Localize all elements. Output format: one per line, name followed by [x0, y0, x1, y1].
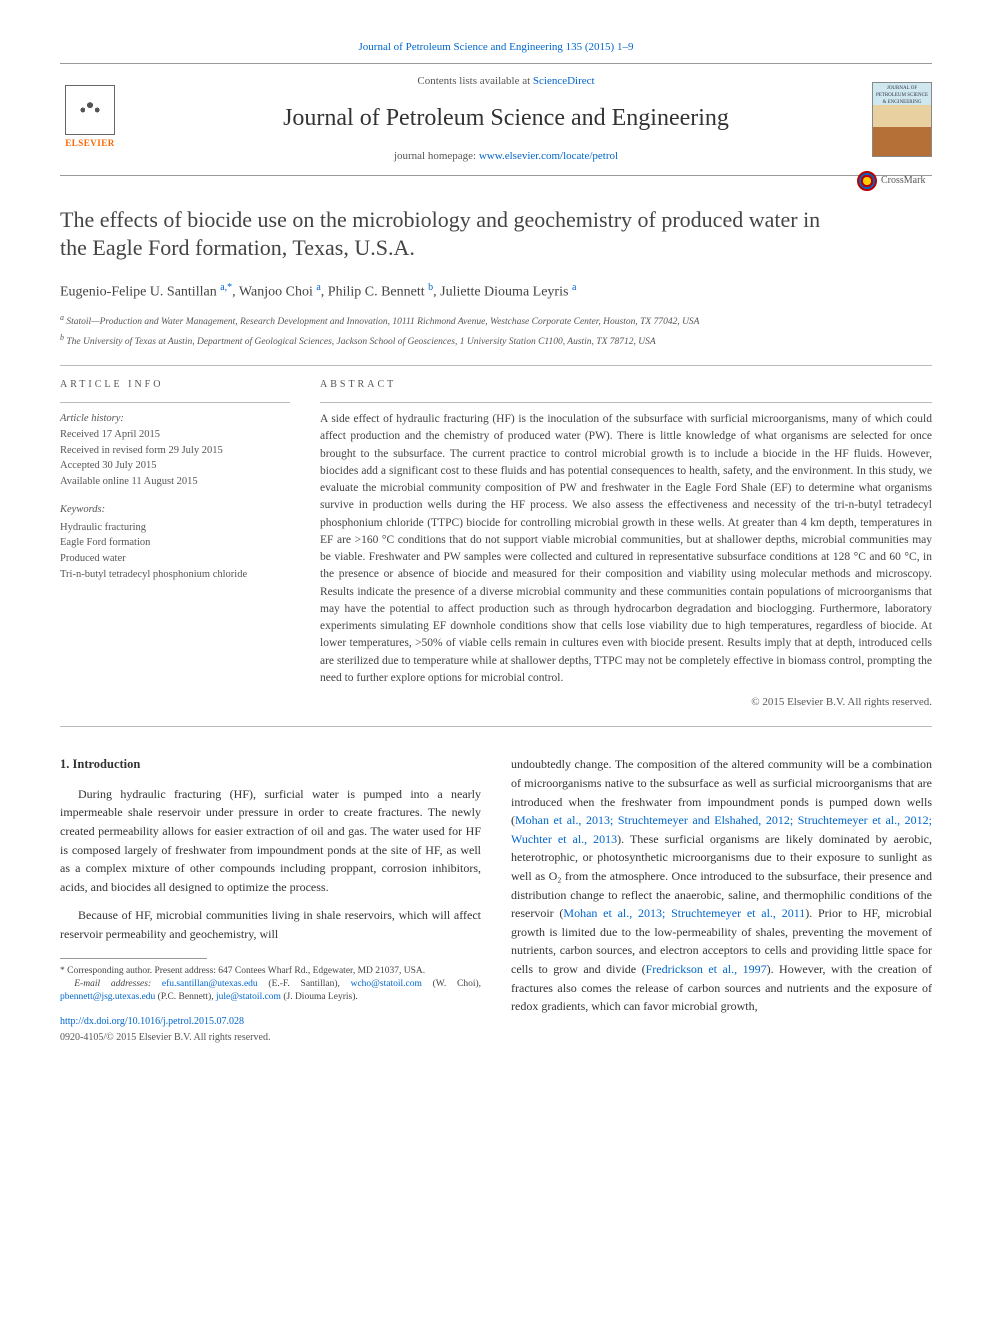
- body-columns: 1. Introduction During hydraulic fractur…: [60, 755, 932, 1045]
- article-history: Article history: Received 17 April 2015R…: [60, 411, 290, 490]
- title-block: The effects of biocide use on the microb…: [60, 206, 842, 263]
- email-link[interactable]: pbennett@jsg.utexas.edu: [60, 992, 155, 1002]
- corresponding-author-note: * Corresponding author. Present address:…: [60, 965, 481, 978]
- affiliation: b The University of Texas at Austin, Dep…: [60, 332, 932, 349]
- article-info-heading: ARTICLE INFO: [60, 378, 290, 392]
- author-list: Eugenio-Felipe U. Santillan a,*, Wanjoo …: [60, 281, 932, 302]
- paper-title: The effects of biocide use on the microb…: [60, 206, 842, 263]
- affiliation: a Statoil—Production and Water Managemen…: [60, 312, 932, 329]
- publisher-logo: ELSEVIER: [60, 85, 120, 155]
- doi-link[interactable]: http://dx.doi.org/10.1016/j.petrol.2015.…: [60, 1014, 481, 1030]
- sciencedirect-link[interactable]: ScienceDirect: [533, 75, 595, 87]
- journal-reference: Journal of Petroleum Science and Enginee…: [60, 40, 932, 55]
- contents-line: Contents lists available at ScienceDirec…: [140, 74, 872, 89]
- info-abstract-row: ARTICLE INFO Article history: Received 1…: [60, 378, 932, 710]
- history-label: Article history:: [60, 411, 290, 427]
- abstract-col: ABSTRACT A side effect of hydraulic frac…: [320, 378, 932, 710]
- citation-link[interactable]: Mohan et al., 2013; Struchtemeyer et al.…: [563, 906, 805, 920]
- keywords-block: Keywords: Hydraulic fracturingEagle Ford…: [60, 502, 290, 583]
- keyword: Produced water: [60, 551, 290, 567]
- elsevier-tree-icon: [65, 85, 115, 135]
- history-line: Accepted 30 July 2015: [60, 458, 290, 474]
- history-line: Received 17 April 2015: [60, 427, 290, 443]
- journal-name: Journal of Petroleum Science and Enginee…: [140, 102, 872, 136]
- body-col-left: 1. Introduction During hydraulic fractur…: [60, 755, 481, 1045]
- abstract-heading: ABSTRACT: [320, 378, 932, 392]
- body-paragraph: undoubtedly change. The composition of t…: [511, 755, 932, 1015]
- copyright-line: © 2015 Elsevier B.V. All rights reserved…: [320, 695, 932, 710]
- journal-ref-link[interactable]: Journal of Petroleum Science and Enginee…: [359, 41, 634, 53]
- issn-copyright: 0920-4105/© 2015 Elsevier B.V. All right…: [60, 1030, 481, 1046]
- doi-anchor[interactable]: http://dx.doi.org/10.1016/j.petrol.2015.…: [60, 1016, 244, 1027]
- history-line: Received in revised form 29 July 2015: [60, 443, 290, 459]
- keyword: Eagle Ford formation: [60, 535, 290, 551]
- divider: [60, 365, 932, 366]
- divider: [320, 402, 932, 403]
- divider: [60, 402, 290, 403]
- keyword: Hydraulic fracturing: [60, 520, 290, 536]
- affiliations: a Statoil—Production and Water Managemen…: [60, 312, 932, 349]
- crossmark-label: CrossMark: [881, 174, 925, 188]
- publisher-name: ELSEVIER: [65, 137, 115, 150]
- email-addresses: E-mail addresses: efu.santillan@utexas.e…: [60, 978, 481, 1005]
- article-info-col: ARTICLE INFO Article history: Received 1…: [60, 378, 290, 710]
- citation-link[interactable]: Fredrickson et al., 1997: [646, 962, 767, 976]
- section-heading-intro: 1. Introduction: [60, 755, 481, 774]
- journal-cover-thumbnail: JOURNAL OF PETROLEUM SCIENCE & ENGINEERI…: [872, 82, 932, 157]
- divider: [60, 726, 932, 727]
- journal-header: ELSEVIER Contents lists available at Sci…: [60, 63, 932, 175]
- history-line: Available online 11 August 2015: [60, 474, 290, 490]
- abstract-text: A side effect of hydraulic fracturing (H…: [320, 411, 932, 687]
- crossmark-icon: [857, 171, 877, 191]
- body-paragraph: Because of HF, microbial communities liv…: [60, 906, 481, 943]
- header-center: Contents lists available at ScienceDirec…: [140, 74, 872, 164]
- footnote-divider: [60, 958, 207, 959]
- body-col-right: undoubtedly change. The composition of t…: [511, 755, 932, 1045]
- email-link[interactable]: jule@statoil.com: [216, 992, 281, 1002]
- contents-prefix: Contents lists available at: [417, 75, 532, 87]
- email-link[interactable]: wcho@statoil.com: [351, 979, 422, 989]
- homepage-prefix: journal homepage:: [394, 150, 479, 162]
- body-paragraph: During hydraulic fracturing (HF), surfic…: [60, 785, 481, 897]
- homepage-line: journal homepage: www.elsevier.com/locat…: [140, 149, 872, 164]
- homepage-link[interactable]: www.elsevier.com/locate/petrol: [479, 150, 618, 162]
- crossmark-badge[interactable]: CrossMark: [857, 169, 937, 193]
- citation-link[interactable]: Mohan et al., 2013; Struchtemeyer and El…: [511, 813, 932, 846]
- keywords-label: Keywords:: [60, 502, 290, 518]
- keyword: Tri-n-butyl tetradecyl phosphonium chlor…: [60, 567, 290, 583]
- email-link[interactable]: efu.santillan@utexas.edu: [162, 979, 258, 989]
